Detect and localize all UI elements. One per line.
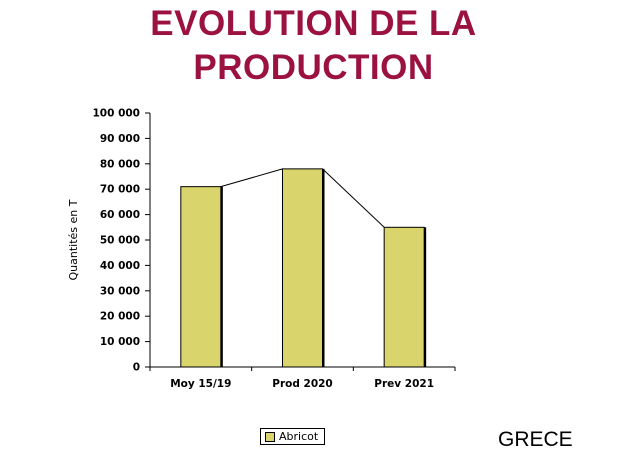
chart-title: EVOLUTION DE LA PRODUCTION bbox=[0, 2, 627, 90]
y-tick-label: 60 000 bbox=[100, 209, 140, 221]
country-label: GRECE bbox=[498, 428, 573, 451]
y-tick-label: 40 000 bbox=[100, 260, 140, 272]
y-axis-title: Quantités en T bbox=[67, 199, 80, 280]
x-tick-label: Prev 2021 bbox=[374, 378, 434, 390]
y-tick-label: 90 000 bbox=[100, 133, 140, 145]
y-tick-label: 20 000 bbox=[100, 311, 140, 323]
y-tick-label: 50 000 bbox=[100, 235, 140, 247]
x-tick-label: Moy 15/19 bbox=[170, 378, 231, 390]
legend-label-abricot: Abricot bbox=[279, 430, 319, 443]
x-tick-label: Prod 2020 bbox=[272, 378, 332, 390]
title-line-1: EVOLUTION DE LA bbox=[150, 4, 477, 43]
y-tick-label: 80 000 bbox=[100, 158, 140, 170]
chart-bars bbox=[180, 168, 427, 368]
chart-labels: 0 10 000 20 000 30 000 40 000 50 000 60 000 70 … bbox=[67, 108, 434, 391]
y-tick-label: 0 bbox=[133, 362, 140, 374]
title-line-2: PRODUCTION bbox=[193, 48, 434, 87]
y-tick-label: 30 000 bbox=[100, 285, 140, 297]
bar-prev-2021 bbox=[383, 226, 425, 368]
chart-legend: Abricot bbox=[260, 428, 326, 445]
bar-prod-2020 bbox=[282, 168, 323, 368]
bar-moy-15-19 bbox=[180, 186, 222, 368]
y-tick-label: 10 000 bbox=[100, 336, 140, 348]
y-tick-label: 100 000 bbox=[93, 108, 141, 120]
legend-swatch-abricot bbox=[265, 431, 275, 442]
connector-line bbox=[322, 168, 385, 228]
connector-line bbox=[220, 168, 283, 188]
y-tick-label: 70 000 bbox=[100, 184, 140, 196]
